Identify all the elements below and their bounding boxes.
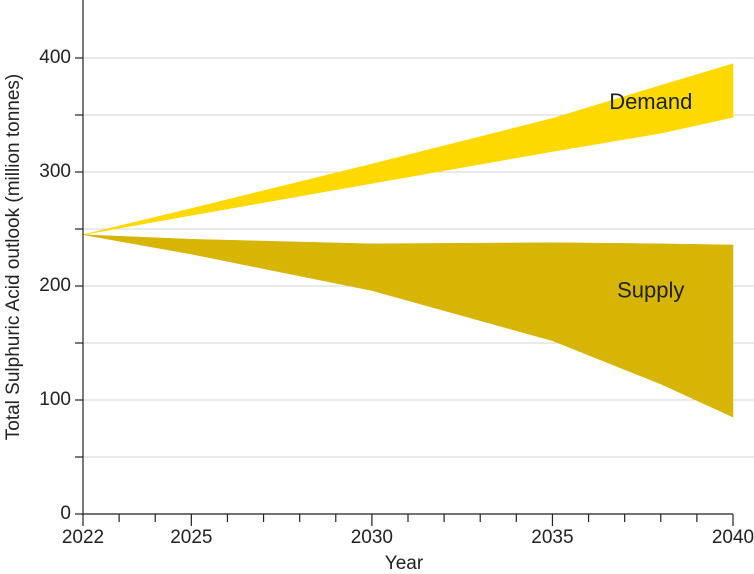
x-tick-label: 2022 xyxy=(62,527,104,548)
range-band xyxy=(82,63,734,235)
x-tick-label: 2040 xyxy=(712,527,754,548)
y-axis-title: Total Sulphuric Acid outlook (million to… xyxy=(3,74,24,440)
range-band xyxy=(82,234,734,418)
y-tick-label: 100 xyxy=(39,389,71,410)
x-tick-label: 2030 xyxy=(351,527,393,548)
series-label: Demand xyxy=(609,89,692,114)
x-tick-label: 2025 xyxy=(170,527,212,548)
x-tick-label: 2035 xyxy=(531,527,573,548)
x-axis-title: Year xyxy=(385,553,424,574)
y-tick-label: 300 xyxy=(39,161,71,182)
series-label: Supply xyxy=(617,278,684,303)
y-tick-label: 400 xyxy=(39,47,71,68)
y-tick-label: 200 xyxy=(39,275,71,296)
y-tick-label: 0 xyxy=(60,503,71,524)
